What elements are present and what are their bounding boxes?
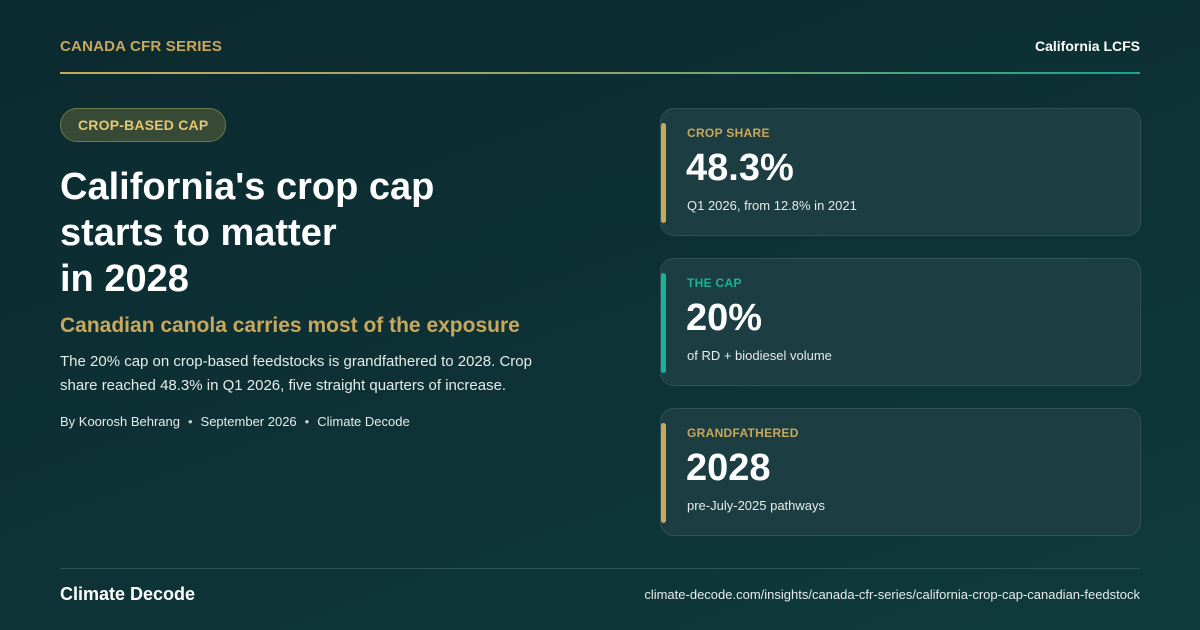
brand-name: Climate Decode — [60, 584, 196, 604]
stat-cards: CROP SHARE 48.3% Q1 2026, from 12.8% in … — [660, 108, 1141, 558]
subtitle: Canadian canola carries most of the expo… — [60, 314, 520, 337]
page-title: California's crop cap starts to matter i… — [60, 164, 530, 302]
card-label: CROP SHARE — [687, 126, 770, 140]
separator-dot: • — [304, 414, 310, 429]
stat-card-crop-share: CROP SHARE 48.3% Q1 2026, from 12.8% in … — [660, 108, 1141, 236]
card-label: GRANDFATHERED — [687, 426, 799, 440]
card-accent-bar — [661, 423, 666, 523]
header: CANADA CFR SERIES California LCFS — [60, 38, 1140, 74]
card-note: of RD + biodiesel volume — [687, 348, 832, 363]
header-divider — [60, 72, 1140, 74]
card-value: 2028 — [686, 447, 771, 489]
separator-dot: • — [187, 414, 193, 429]
title-line: starts to matter — [60, 212, 337, 254]
card-accent-bar — [661, 123, 666, 223]
program-label: California LCFS — [1034, 38, 1140, 54]
footer-divider — [60, 568, 1140, 569]
card-label: THE CAP — [687, 276, 742, 290]
card-note: pre-July-2025 pathways — [687, 498, 826, 513]
card-note: Q1 2026, from 12.8% in 2021 — [687, 198, 857, 213]
article-url[interactable]: climate-decode.com/insights/canada-cfr-s… — [644, 587, 1140, 602]
author: By Koorosh Behrang — [60, 414, 180, 429]
series-label: CANADA CFR SERIES — [60, 38, 223, 55]
topic-badge: CROP-BASED CAP — [60, 108, 227, 142]
stat-card-the-cap: THE CAP 20% of RD + biodiesel volume — [660, 258, 1141, 386]
stat-card-grandfathered: GRANDFATHERED 2028 pre-July-2025 pathway… — [660, 408, 1141, 536]
card-value: 20% — [686, 297, 763, 339]
byline: By Koorosh Behrang • September 2026 • Cl… — [60, 414, 620, 429]
card-value: 48.3% — [686, 147, 794, 189]
card-accent-bar — [661, 273, 666, 373]
publisher: Climate Decode — [317, 414, 410, 429]
title-line: in 2028 — [60, 258, 189, 300]
summary-text: The 20% cap on crop-based feedstocks is … — [60, 353, 532, 394]
footer: Climate Decode climate-decode.com/insigh… — [60, 584, 1140, 605]
title-line: California's crop cap — [60, 166, 435, 208]
article-intro: CROP-BASED CAP California's crop cap sta… — [60, 108, 620, 429]
publish-date: September 2026 — [200, 414, 297, 429]
